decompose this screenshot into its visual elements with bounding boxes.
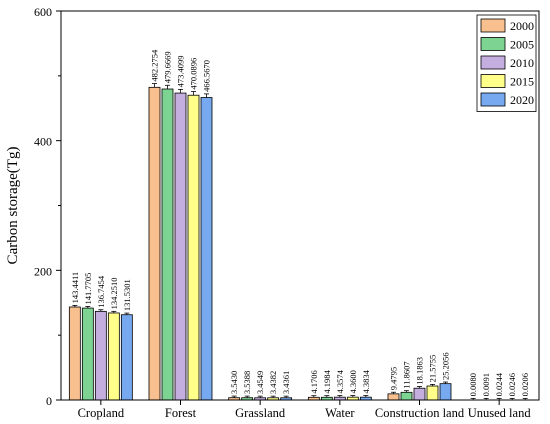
data-label: 141.7705: [83, 273, 93, 305]
data-label: 482.2754: [150, 49, 160, 82]
data-label: 0.0206: [520, 373, 530, 396]
bar: [439, 383, 452, 401]
bar: [148, 86, 161, 401]
x-tick-label: Unused land: [468, 406, 532, 420]
bars-layer: [68, 83, 532, 401]
legend-swatch: [480, 18, 506, 33]
data-label: 3.4382: [268, 371, 278, 394]
bar: [68, 306, 81, 401]
data-label: 473.4099: [176, 56, 186, 88]
y-axis-title: Carbon storage(Tg): [5, 147, 21, 265]
data-label: 4.1984: [322, 370, 332, 394]
data-label: 3.5388: [242, 371, 252, 394]
data-label: 0.0091: [481, 373, 491, 396]
data-label: 4.3600: [348, 370, 358, 393]
bar: [200, 97, 213, 401]
data-label: 4.1706: [309, 370, 319, 393]
data-label: 18.1863: [415, 357, 425, 385]
legend-label: 2005: [510, 38, 534, 52]
data-label: 0.0244: [494, 372, 504, 396]
data-label: 3.4361: [281, 371, 291, 394]
y-tick-label: 0: [46, 394, 52, 408]
bar: [174, 92, 187, 401]
bar: [387, 393, 400, 401]
data-label: 131.5301: [122, 279, 132, 311]
bar: [161, 88, 174, 401]
data-labels-layer: 143.4411 141.7705 136.7454 134.2510 131.5301…: [70, 49, 530, 396]
data-label: 3.5430: [229, 371, 239, 394]
y-tick-label: 200: [34, 264, 52, 278]
data-label: 4.3574: [335, 369, 345, 393]
data-label: 0.0246: [507, 373, 517, 396]
data-label: 134.2510: [109, 277, 119, 309]
x-tick-label: Cropland: [78, 406, 125, 420]
x-tick-label: Construction land: [375, 406, 465, 420]
bar: [120, 314, 133, 401]
legend-label: 2010: [510, 56, 534, 70]
data-label: 470.0896: [189, 58, 199, 90]
y-tick-label: 400: [34, 135, 52, 149]
bar: [107, 312, 120, 401]
legend-swatch: [480, 92, 506, 107]
x-tick-label: Water: [325, 406, 355, 420]
legend: 2000 2005 2010 2015 2020: [476, 14, 537, 112]
x-tick-label: Forest: [165, 406, 197, 420]
data-label: 21.5755: [428, 355, 438, 383]
data-label: 479.6669: [163, 51, 173, 83]
legend-swatch: [480, 74, 506, 88]
bar: [187, 94, 200, 401]
data-label: 11.8607: [402, 361, 412, 388]
data-label: 9.4795: [389, 367, 399, 390]
data-label: 136.7454: [96, 275, 106, 308]
legend-label: 2020: [510, 93, 534, 107]
data-label: 25.2056: [441, 352, 451, 380]
data-label: 0.0080: [468, 373, 478, 396]
axes-layer: 0 200 400 600 Cropland Forest Grassland Water Co…: [34, 5, 531, 420]
legend-swatch: [480, 37, 506, 51]
bar: [426, 385, 439, 401]
data-label: 4.3834: [361, 369, 371, 393]
bar: [400, 391, 413, 401]
legend-swatch: [480, 55, 506, 70]
data-label: 466.5670: [202, 60, 212, 92]
data-label: 3.4549: [255, 371, 265, 394]
bar: [94, 310, 107, 401]
bar: [413, 387, 426, 401]
bar: [81, 307, 94, 401]
legend-label: 2015: [510, 75, 534, 89]
y-tick-label: 600: [34, 5, 52, 19]
data-label: 143.4411: [70, 272, 80, 304]
x-tick-label: Grassland: [235, 406, 286, 420]
legend-label: 2000: [510, 19, 534, 33]
